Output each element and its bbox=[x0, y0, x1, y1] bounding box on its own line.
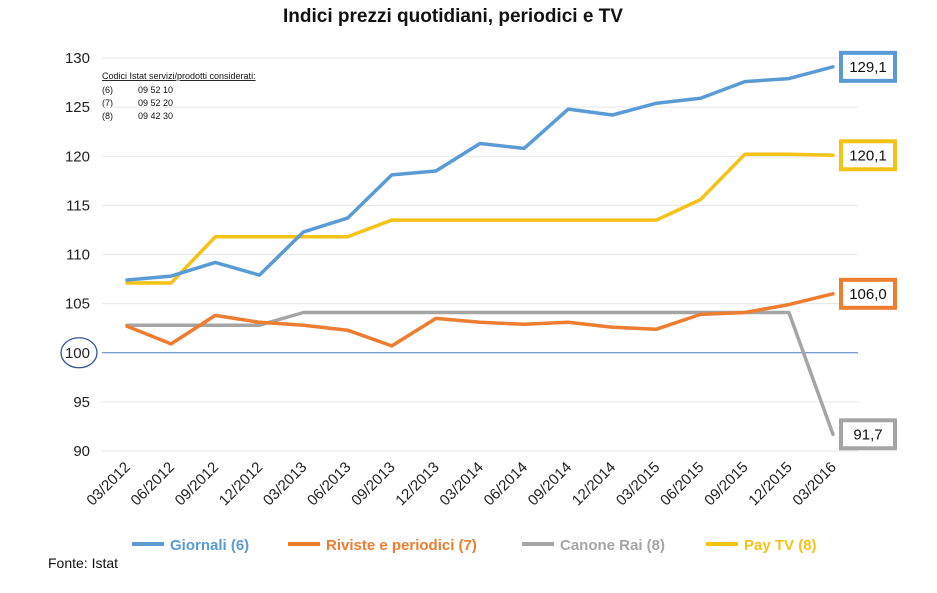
codes-note-code-7: 09 52 20 bbox=[138, 98, 173, 108]
series-line-1 bbox=[125, 292, 835, 348]
x-tick-label: 09/2015 bbox=[701, 459, 751, 509]
legend-label-2: Canone Rai (8) bbox=[560, 537, 665, 554]
y-tick-label: 130 bbox=[65, 50, 90, 67]
x-tick-label: 06/2014 bbox=[481, 459, 531, 509]
codes-note-ref-7: (7) bbox=[102, 98, 113, 108]
x-tick-label: 09/2012 bbox=[172, 459, 222, 509]
x-tick-label: 06/2013 bbox=[304, 459, 354, 509]
legend-label-0: Giornali (6) bbox=[170, 537, 249, 554]
y-tick-label: 100 bbox=[65, 345, 90, 362]
x-tick-label: 09/2014 bbox=[525, 459, 575, 509]
y-tick-label: 115 bbox=[66, 197, 90, 214]
gridlines bbox=[102, 57, 858, 452]
y-tick-label: 120 bbox=[65, 148, 90, 165]
codes-note-heading: Codici Istat servizi/prodotti considerat… bbox=[102, 71, 256, 81]
end-label-box-0 bbox=[839, 50, 897, 83]
chart-title: Indici prezzi quotidiani, periodici e TV bbox=[283, 6, 623, 27]
series-lines bbox=[125, 65, 835, 437]
y-tick-label: 125 bbox=[65, 99, 90, 116]
end-label-box-1 bbox=[839, 277, 897, 310]
x-tick-label: 03/2016 bbox=[789, 459, 839, 509]
codes-note-code-8: 09 42 30 bbox=[138, 111, 173, 121]
codes-note-ref-8: (8) bbox=[102, 111, 113, 121]
x-tick-label: 09/2013 bbox=[348, 459, 398, 509]
end-label-box-2 bbox=[839, 418, 897, 451]
x-tick-label: 12/2015 bbox=[745, 459, 795, 509]
x-tick-label: 06/2012 bbox=[128, 459, 178, 509]
x-tick-label: 12/2014 bbox=[569, 459, 619, 509]
y-axis: 90 95 100 105 110 115 120 125 130 bbox=[60, 50, 98, 460]
end-label-2: 91,7 bbox=[853, 426, 882, 443]
y-tick-label: 105 bbox=[65, 296, 90, 313]
end-label-0: 129,1 bbox=[849, 59, 887, 76]
codes-note-ref-6: (6) bbox=[102, 85, 113, 95]
end-label-3: 120,1 bbox=[849, 147, 887, 164]
legend-label-1: Riviste e periodici (7) bbox=[326, 537, 477, 554]
legend: Giornali (6) Riviste e periodici (7) Canon… bbox=[132, 537, 817, 554]
end-label-1: 106,0 bbox=[849, 286, 887, 303]
y-tick-label: 110 bbox=[66, 247, 90, 264]
x-axis: 03/201206/201209/201212/201203/201306/20… bbox=[83, 459, 839, 509]
y-tick-label: 90 bbox=[73, 443, 90, 460]
highlight-circle bbox=[60, 337, 98, 369]
x-tick-label: 03/2013 bbox=[260, 459, 310, 509]
codes-note: Codici Istat servizi/prodotti considerat… bbox=[102, 71, 256, 121]
x-tick-label: 03/2015 bbox=[613, 459, 663, 509]
series-line-0 bbox=[125, 65, 835, 282]
codes-note-code-6: 09 52 10 bbox=[138, 85, 173, 95]
legend-label-3: Pay TV (8) bbox=[744, 537, 817, 554]
series-line-3 bbox=[125, 152, 835, 285]
source-note: Fonte: Istat bbox=[48, 555, 118, 571]
x-tick-label: 06/2015 bbox=[657, 459, 707, 509]
end-labels: 129,1 106,0 91,7 120,1 bbox=[839, 50, 897, 451]
end-label-box-3 bbox=[839, 139, 897, 172]
series-line-2 bbox=[125, 310, 835, 437]
x-tick-label: 12/2013 bbox=[392, 459, 442, 509]
y-tick-label: 95 bbox=[73, 394, 90, 411]
x-tick-label: 12/2012 bbox=[216, 459, 266, 509]
x-tick-label: 03/2012 bbox=[83, 459, 133, 509]
x-tick-label: 03/2014 bbox=[436, 459, 486, 509]
